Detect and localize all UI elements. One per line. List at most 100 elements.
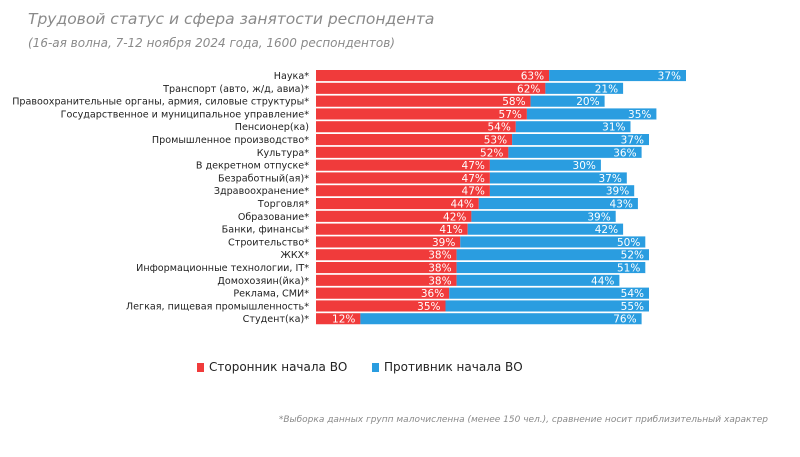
category-label: ЖКХ* (280, 250, 309, 261)
chart-title: Трудовой статус и сфера занятости респон… (28, 10, 435, 28)
bar-support (316, 159, 490, 171)
value-label-support: 41% (439, 224, 462, 236)
category-label: Реклама, СМИ* (233, 289, 309, 300)
category-label: Промышленное производство* (152, 135, 309, 146)
bar-support (316, 210, 472, 223)
bar-oppose (489, 159, 601, 171)
value-label-oppose: 43% (610, 199, 633, 211)
value-label-support: 52% (480, 147, 503, 159)
value-label-support: 63% (521, 71, 544, 83)
value-label-oppose: 37% (658, 71, 681, 83)
bar-support (316, 146, 509, 159)
bar-oppose (512, 134, 649, 146)
value-label-support: 58% (502, 96, 525, 108)
bar-support (316, 274, 457, 287)
legend-swatch-support (197, 362, 204, 372)
bar-oppose (460, 236, 646, 248)
value-label-oppose: 76% (613, 314, 636, 326)
legend-label-support: Сторонник начала ВО (209, 360, 348, 374)
legend-swatch-oppose (372, 362, 379, 372)
bar-support (316, 300, 446, 312)
value-label-support: 12% (332, 314, 355, 326)
value-label-support: 47% (462, 186, 485, 198)
bar-oppose (530, 95, 605, 107)
category-label: Банки, финансы* (222, 225, 310, 236)
value-label-oppose: 39% (606, 186, 629, 198)
bar-support (316, 134, 513, 146)
bar-oppose (449, 287, 649, 299)
footnote: *Выборка данных групп малочисленна (мене… (278, 415, 768, 425)
category-label: Образование* (238, 212, 309, 223)
bar-support (316, 262, 457, 274)
value-label-oppose: 36% (613, 147, 636, 159)
category-label: Культура* (257, 148, 310, 159)
value-label-oppose: 44% (591, 275, 614, 287)
stacked-bar-chart: Наука* 63% 37% Транспорт (авто, ж/д, авиа)*… (12, 70, 686, 326)
legend-label-oppose: Противник начала ВО (384, 360, 523, 374)
bar-oppose (515, 121, 631, 133)
category-label: Торговля* (257, 199, 309, 210)
category-label: Правоохранительные органы, армия, силовы… (12, 97, 309, 108)
value-label-support: 38% (428, 250, 451, 262)
value-label-support: 53% (484, 135, 507, 147)
bar-support (316, 223, 468, 235)
bar-oppose (489, 172, 627, 184)
bar-support (316, 82, 546, 95)
bar-oppose (456, 249, 649, 261)
bar-oppose (471, 210, 616, 223)
bar-support (316, 121, 516, 133)
category-label: Информационные технологии, IT* (136, 263, 309, 274)
category-label: Безработный(ая)* (218, 173, 309, 184)
value-label-oppose: 31% (602, 122, 625, 134)
bar-support (316, 185, 490, 197)
value-label-support: 62% (517, 83, 540, 95)
bar-oppose (549, 70, 686, 82)
value-label-oppose: 39% (587, 211, 610, 223)
value-label-support: 38% (428, 263, 451, 275)
category-label: Легкая, пищевая промышленность* (126, 301, 309, 312)
value-label-support: 39% (432, 237, 455, 249)
category-label: Домохозяин(йка)* (217, 276, 309, 287)
value-label-oppose: 37% (621, 135, 644, 147)
value-label-oppose: 30% (573, 160, 596, 172)
bar-support (316, 70, 550, 82)
bar-oppose (467, 223, 624, 235)
category-label: Строительство* (228, 237, 309, 248)
bar-oppose (489, 185, 635, 197)
legend-item-support: Сторонник начала ВО (197, 360, 347, 374)
value-label-oppose: 20% (576, 96, 599, 108)
bar-support (316, 198, 479, 210)
category-label: Наука* (274, 71, 309, 82)
bar-oppose (456, 274, 620, 287)
legend-item-oppose: Противник начала ВО (372, 360, 523, 374)
value-label-support: 35% (417, 301, 440, 313)
value-label-oppose: 35% (628, 109, 651, 121)
category-label: Государственное и муниципальное управлен… (61, 109, 310, 120)
value-label-oppose: 51% (617, 263, 640, 275)
value-label-oppose: 42% (595, 224, 618, 236)
bar-oppose (360, 313, 642, 325)
bar-support (316, 172, 490, 184)
value-label-oppose: 54% (621, 288, 644, 300)
value-label-support: 57% (499, 109, 522, 121)
bar-support (316, 287, 450, 299)
category-label: Здравоохранение* (214, 186, 309, 197)
bar-oppose (526, 108, 657, 120)
category-label: Студент(ка)* (243, 314, 310, 325)
value-label-support: 54% (487, 122, 510, 134)
bar-support (316, 95, 531, 107)
bar-oppose (545, 82, 624, 95)
value-label-support: 47% (462, 173, 485, 185)
chart-subtitle: (16-ая волна, 7-12 ноября 2024 года, 160… (28, 36, 395, 50)
category-label: В декретном отпуске* (196, 161, 309, 172)
value-label-oppose: 55% (621, 301, 644, 313)
value-label-support: 36% (421, 288, 444, 300)
category-label: Транспорт (авто, ж/д, авиа)* (162, 84, 309, 95)
bar-support (316, 313, 361, 325)
value-label-support: 42% (443, 211, 466, 223)
bar-oppose (508, 146, 642, 159)
bar-oppose (456, 262, 646, 274)
value-label-oppose: 37% (598, 173, 621, 185)
bar-oppose (478, 198, 638, 210)
bar-support (316, 249, 457, 261)
